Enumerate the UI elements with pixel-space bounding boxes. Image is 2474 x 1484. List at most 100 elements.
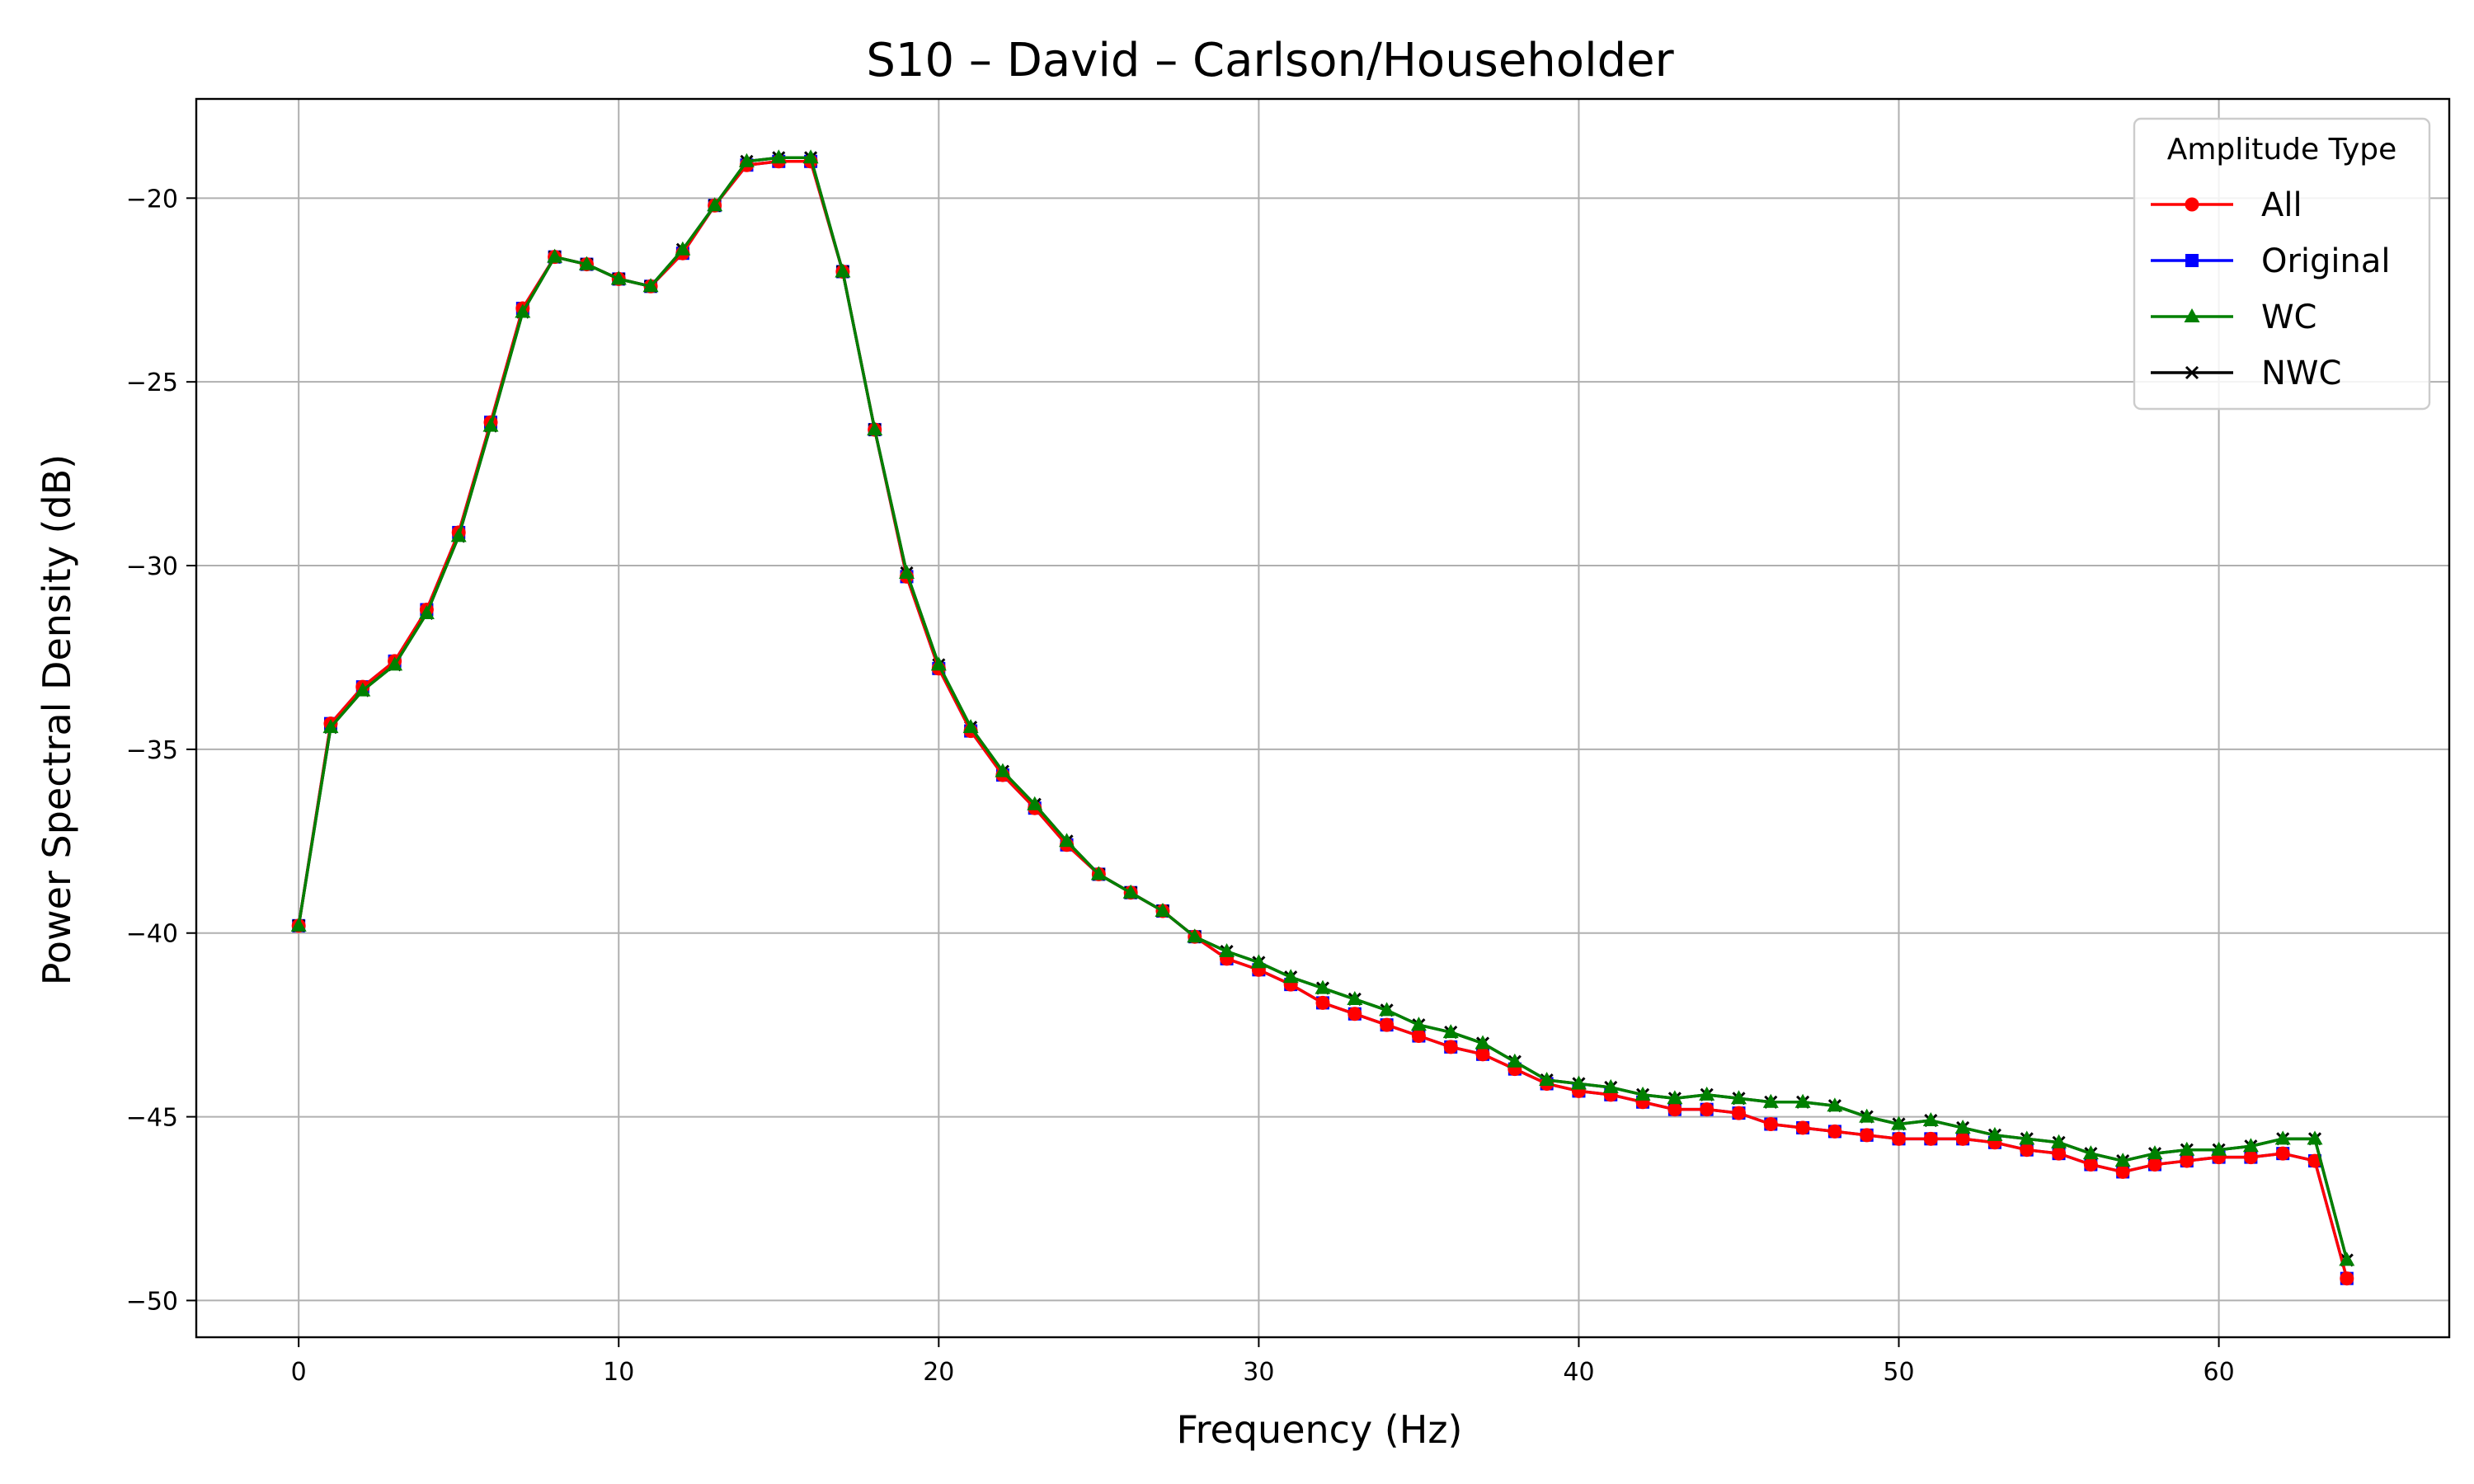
data-point-all [2340,1271,2354,1286]
data-point-all [1923,1131,1938,1146]
data-point-wc [899,564,915,579]
data-point-all [2147,1158,2162,1172]
data-point-all [1443,1040,1458,1054]
y-tick-label: −45 [126,1104,178,1133]
data-point-wc [1827,1097,1843,1112]
data-point-wc [547,248,563,263]
data-point-wc [2274,1130,2291,1145]
data-point-all [1700,1102,1714,1117]
data-point-wc [1122,884,1139,899]
y-tick-label: −25 [126,369,178,397]
data-point-wc [578,256,595,270]
data-point-wc [1282,969,1299,984]
data-point-all [2243,1150,2258,1165]
y-tick-label: −50 [126,1287,178,1316]
data-point-wc [962,719,979,734]
legend-items: All Original WC NWC [2151,186,2391,392]
data-point-wc [2211,1141,2227,1156]
data-point-all [1795,1120,1810,1135]
data-point-wc [770,149,787,164]
data-point-wc [1347,990,1363,1005]
data-point-wc [1570,1075,1587,1090]
data-point-all [1348,1007,1362,1021]
legend-entry-original: Original [2151,242,2391,280]
data-point-wc [1315,979,1331,994]
legend-marker-wc [2184,308,2200,322]
data-point-wc [1219,943,1235,958]
data-point-wc [355,682,371,697]
legend-title: Amplitude Type [2167,133,2397,167]
data-point-wc [1155,902,1171,917]
data-point-wc [1475,1035,1491,1050]
data-point-wc [707,197,723,212]
legend: Amplitude Type All Original WC NWC [2133,117,2431,411]
y-tick-label: −30 [126,552,178,581]
legend-entry-all: All [2151,186,2302,224]
data-point-wc [738,153,755,167]
data-point-wc [1059,833,1075,848]
data-point-all [1955,1131,1970,1146]
y-tick-label: −20 [126,185,178,214]
data-point-all [1827,1124,1842,1139]
data-point-all [1380,1017,1395,1032]
chart-title: S10 – David – Carlson/Householder [866,34,1674,87]
data-point-all [1892,1131,1907,1146]
data-point-wc [1507,1053,1523,1068]
data-point-wc [1891,1115,1907,1130]
y-tick-label: −35 [126,736,178,765]
data-point-wc [322,719,339,734]
data-point-wc [290,917,307,932]
x-tick-label: 20 [923,1358,954,1387]
data-point-all [1411,1029,1426,1044]
x-tick-label: 40 [1563,1358,1594,1387]
data-point-all [1763,1116,1778,1131]
data-point-wc [1667,1090,1683,1105]
legend-label-nwc: NWC [2261,355,2341,392]
legend-marker-nwc [2185,365,2199,380]
legend-label-wc: WC [2261,298,2316,336]
data-point-wc [2242,1138,2259,1153]
data-point-all [2020,1143,2034,1158]
x-axis-label: Frequency (Hz) [1177,1407,1463,1452]
data-point-wc [1762,1093,1779,1108]
data-point-wc [1379,1002,1395,1017]
data-point-wc [482,417,499,432]
data-point-wc [515,303,531,318]
data-point-wc [2114,1153,2131,1167]
x-tick-label: 30 [1243,1358,1274,1387]
legend-marker-all [2185,197,2199,212]
data-point-wc [1794,1093,1811,1108]
data-point-all [2275,1146,2290,1161]
x-tick-label: 0 [291,1358,307,1387]
x-tick-label: 60 [2203,1358,2234,1387]
data-point-all [2083,1158,2098,1172]
data-point-wc [1954,1119,1971,1134]
legend-label-original: Original [2261,242,2391,280]
data-point-wc [1730,1090,1747,1105]
x-tick-label: 50 [1883,1358,1914,1387]
data-point-wc [1987,1126,2003,1141]
y-tick-label: −40 [126,920,178,949]
data-point-wc [1634,1086,1651,1101]
data-point-wc [387,656,403,671]
grid-lines [196,99,2449,1337]
data-point-wc [835,263,851,278]
data-point-all [2052,1146,2067,1161]
data-point-wc [642,278,659,293]
data-point-all [1667,1102,1682,1117]
data-point-wc [1602,1078,1619,1093]
data-point-wc [1859,1108,1875,1123]
legend-entry-wc: WC [2151,298,2316,336]
data-point-wc [995,763,1011,777]
data-point-wc [418,604,435,619]
data-point-wc [930,656,947,671]
data-point-wc [2179,1141,2195,1156]
data-point-wc [610,270,627,285]
data-point-wc [1090,866,1107,881]
data-point-all [1315,995,1330,1010]
data-point-wc [675,241,691,256]
data-point-wc [1250,954,1267,969]
data-point-wc [2339,1252,2355,1266]
